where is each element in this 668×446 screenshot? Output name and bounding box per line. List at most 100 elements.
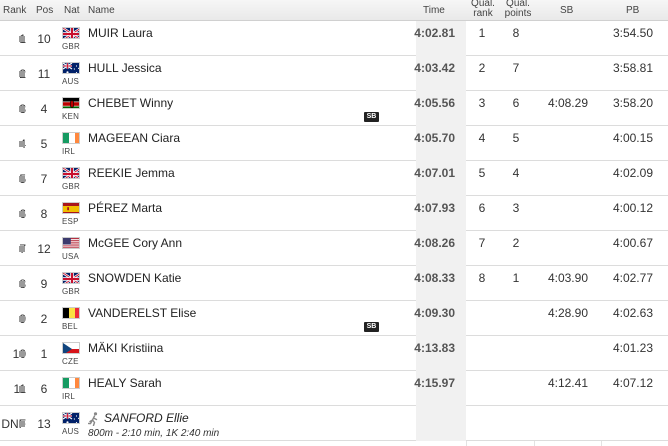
header-qual-points: Qual. points <box>503 0 533 19</box>
personal-best-cell: 3:54.50 <box>612 25 653 40</box>
athlete-name-link[interactable]: HEALY Sarah <box>88 375 162 390</box>
table-row[interactable]: 89GBRSNOWDEN Katie4:08.33814:03.904:02.7… <box>0 266 668 301</box>
nationality-code: AUS <box>62 427 80 436</box>
personal-best-cell: 4:01.23 <box>612 340 653 355</box>
lane-position-cell: 6 <box>40 381 48 396</box>
personal-best-cell: 4:00.15 <box>612 130 653 145</box>
athlete-name-link[interactable]: HULL Jessica <box>88 60 162 75</box>
personal-best-cell: 4:02.63 <box>612 305 653 320</box>
nationality-cell: USA <box>62 237 82 261</box>
season-best-cell: 4:03.90 <box>547 270 588 285</box>
nationality-code: KEN <box>62 112 80 121</box>
lane-position-cell: 11 <box>37 66 51 81</box>
header-qual-points-line2: points <box>504 7 532 19</box>
personal-best-cell: 4:00.67 <box>612 235 653 250</box>
time-cell: 4:05.70 <box>414 130 455 145</box>
time-cell: 4:08.33 <box>414 270 455 285</box>
season-best-cell <box>536 330 588 365</box>
athlete-name-link[interactable]: VANDERELST Elise <box>88 305 197 320</box>
nationality-cell: CZE <box>62 342 82 366</box>
header-qual-rank: Qual. rank <box>470 0 496 19</box>
athlete-name-link[interactable]: PÉREZ Marta <box>88 200 163 215</box>
time-cell <box>410 400 455 435</box>
personal-best-cell: 4:00.12 <box>612 200 653 215</box>
qualification-rank-cell: 4 <box>478 130 486 145</box>
qualification-rank-cell: 8 <box>478 270 486 285</box>
personal-best-cell: 3:58.20 <box>612 95 653 110</box>
time-cell: 4:09.30 <box>414 305 455 320</box>
qualification-rank-cell <box>472 365 492 400</box>
qualification-points-cell: 8 <box>512 25 520 40</box>
athlete-name-link[interactable]: REEKIE Jemma <box>88 165 175 180</box>
irl-flag-icon <box>62 377 80 389</box>
rank-marker-icon <box>19 176 25 182</box>
rank-marker-icon <box>19 106 25 112</box>
rank-marker-icon <box>19 141 25 147</box>
ken-flag-icon <box>62 97 80 109</box>
usa-flag-icon <box>62 237 80 249</box>
athlete-name-link[interactable]: CHEBET Winny <box>88 95 174 110</box>
nationality-code: IRL <box>62 147 76 156</box>
season-best-cell <box>536 400 588 435</box>
athlete-name-link[interactable]: MÄKI Kristiina <box>88 340 164 355</box>
header-nat: Nat <box>64 4 80 16</box>
nationality-code: ESP <box>62 217 79 226</box>
nationality-code: IRL <box>62 392 76 401</box>
table-row[interactable]: 34KENCHEBET Winny4:05.56364:08.293:58.20… <box>0 91 668 126</box>
lane-position-cell: 9 <box>40 276 48 291</box>
qualification-rank-cell: 3 <box>478 95 486 110</box>
header-qual-rank-line1: Qual. <box>471 0 495 9</box>
qualification-points-cell: 4 <box>512 165 520 180</box>
time-cell-background <box>416 196 466 231</box>
header-rank: Rank <box>3 4 27 16</box>
athlete-name-link[interactable]: McGEE Cory Ann <box>88 235 183 250</box>
qualification-points-cell <box>506 365 526 400</box>
lane-position-cell: 4 <box>40 101 48 116</box>
personal-best-cell: 4:02.09 <box>612 165 653 180</box>
athlete-name-link[interactable]: MUIR Laura <box>88 25 153 40</box>
gbr-flag-icon <box>62 167 80 179</box>
aus-flag-icon <box>62 62 80 74</box>
season-best-cell: 4:28.90 <box>547 305 588 320</box>
season-best-badge: SB <box>364 112 379 122</box>
qualification-points-cell: 7 <box>512 60 520 75</box>
rank-marker-icon <box>19 316 25 322</box>
time-cell: 4:03.42 <box>414 60 455 75</box>
rank-marker-icon <box>19 246 25 252</box>
lane-position-cell: 7 <box>40 171 48 186</box>
qualification-rank-cell: 6 <box>478 200 486 215</box>
nationality-cell: AUS <box>62 412 82 436</box>
lane-position-cell: 2 <box>40 311 48 326</box>
table-row[interactable]: 92BELVANDERELST Elise4:09.304:28.904:02.… <box>0 301 668 336</box>
athlete-name-link[interactable]: SANFORD Ellie <box>104 410 189 425</box>
athlete-name-link[interactable]: MAGEEAN Ciara <box>88 130 181 145</box>
rank-marker-icon <box>19 386 25 392</box>
rank-marker-icon <box>19 71 25 77</box>
qualification-points-cell <box>506 330 526 365</box>
time-cell-background <box>416 371 466 406</box>
time-cell-background <box>416 266 466 301</box>
athlete-name-link[interactable]: SNOWDEN Katie <box>88 270 182 285</box>
qualification-points-cell: 2 <box>512 235 520 250</box>
nationality-cell: IRL <box>62 377 82 401</box>
nationality-code: GBR <box>62 182 80 191</box>
rank-marker-icon <box>19 36 25 42</box>
header-qual-rank-line2: rank <box>473 7 493 19</box>
season-best-cell <box>536 15 588 50</box>
nationality-code: BEL <box>62 322 78 331</box>
bel-flag-icon <box>62 307 80 319</box>
table-row[interactable]: DNF 13 AUS SANFORD Ellie 800m - 2:10 min, 1K… <box>0 406 668 441</box>
nationality-cell: KEN <box>62 97 82 121</box>
personal-best-cell: 4:07.12 <box>612 375 653 390</box>
time-cell: 4:02.81 <box>414 25 455 40</box>
qualification-points-cell: 1 <box>512 270 520 285</box>
nationality-code: AUS <box>62 77 80 86</box>
